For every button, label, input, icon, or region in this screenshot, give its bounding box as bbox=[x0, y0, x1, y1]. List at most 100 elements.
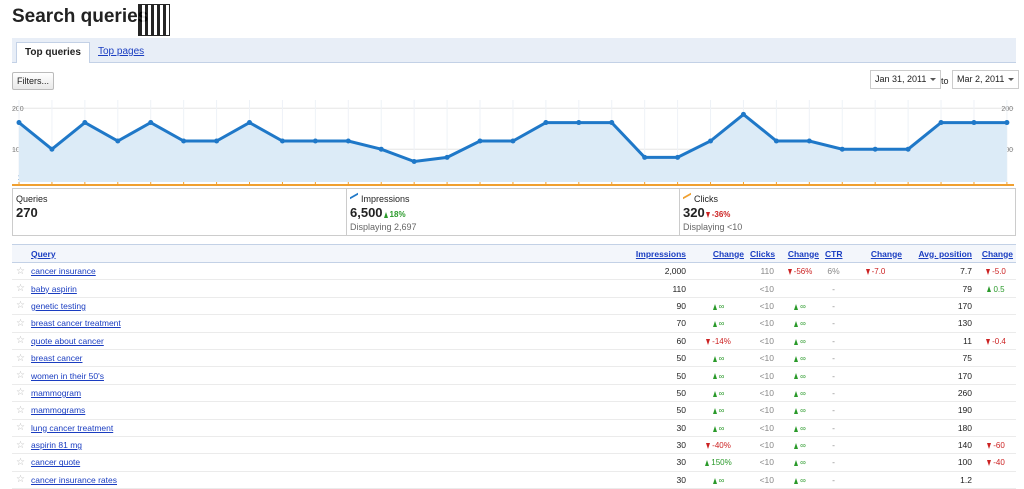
arrow-icon bbox=[987, 442, 992, 449]
table-cell: <10 bbox=[747, 314, 777, 333]
change-value: ∞ bbox=[800, 406, 806, 416]
table-cell bbox=[975, 297, 1016, 316]
query-link[interactable]: breast cancer bbox=[28, 349, 612, 368]
change-value: -7.0 bbox=[871, 267, 886, 277]
summary-label: Queries bbox=[16, 194, 48, 204]
star-icon[interactable]: ☆ bbox=[16, 335, 25, 347]
change-value: -14% bbox=[712, 336, 731, 346]
point bbox=[938, 120, 944, 126]
star-icon[interactable]: ☆ bbox=[16, 352, 25, 364]
table-cell bbox=[845, 297, 905, 316]
arrow-icon bbox=[383, 211, 388, 218]
table-cell bbox=[845, 419, 905, 437]
table-cell: <10 bbox=[747, 366, 777, 385]
table-cell bbox=[975, 401, 1016, 420]
star-icon[interactable]: ☆ bbox=[16, 300, 25, 312]
star-icon[interactable]: ☆ bbox=[16, 439, 25, 451]
end-date[interactable]: Mar 2, 2011 bbox=[952, 70, 1020, 89]
change: ∞ bbox=[712, 389, 724, 398]
table-cell: ∞ bbox=[777, 401, 822, 420]
column-header[interactable]: Change bbox=[975, 244, 1016, 263]
table-cell: 11 bbox=[905, 332, 975, 350]
point bbox=[1004, 120, 1010, 126]
query-link[interactable]: genetic testing bbox=[28, 297, 612, 316]
tab[interactable]: Top pages bbox=[98, 46, 145, 57]
star-icon[interactable]: ☆ bbox=[16, 404, 25, 416]
table-row: ☆ aspirin 81 mg 30 -40% <10 ∞ - 140 -60 bbox=[12, 436, 1016, 455]
star-icon[interactable]: ☆ bbox=[16, 317, 25, 329]
table-cell bbox=[689, 279, 747, 298]
query-link[interactable]: lung cancer treatment bbox=[28, 419, 612, 437]
column-header[interactable]: Change bbox=[689, 244, 747, 263]
query-link[interactable]: aspirin 81 mg bbox=[28, 436, 612, 455]
change: 150% bbox=[704, 458, 732, 467]
point bbox=[279, 138, 285, 144]
query-link[interactable]: cancer quote bbox=[28, 453, 612, 472]
table-cell: ∞ bbox=[777, 297, 822, 316]
table-cell: 100 bbox=[905, 453, 975, 472]
query-link[interactable]: cancer insurance bbox=[28, 262, 612, 281]
summary-label: Clicks bbox=[694, 194, 718, 204]
table-cell bbox=[689, 262, 747, 281]
column-header[interactable]: Change bbox=[845, 244, 905, 263]
star-icon[interactable]: ☆ bbox=[16, 387, 25, 399]
start-date[interactable]: Jan 31, 2011 bbox=[870, 70, 942, 89]
point bbox=[411, 159, 417, 164]
chart: 1001002002001/31/112/1/112/2/112/3/112/4… bbox=[12, 100, 1014, 186]
change: -40 bbox=[986, 458, 1005, 467]
point bbox=[247, 120, 253, 126]
filters-button[interactable]: Filters... bbox=[12, 72, 55, 90]
query-link[interactable]: quote about cancer bbox=[28, 332, 612, 350]
column-header[interactable]: Clicks bbox=[747, 244, 777, 263]
arrow-icon bbox=[794, 321, 799, 328]
table-row: ☆ cancer quote 30 150% <10 ∞ - 100 -40 bbox=[12, 453, 1016, 472]
arrow-icon bbox=[712, 303, 717, 310]
table-cell: 50 bbox=[612, 384, 689, 403]
table-cell: ∞ bbox=[689, 419, 747, 437]
tab[interactable]: Top queries bbox=[16, 42, 90, 63]
change: ∞ bbox=[712, 354, 724, 363]
table-cell bbox=[845, 366, 905, 385]
star-icon[interactable]: ☆ bbox=[16, 265, 25, 277]
table-cell: <10 bbox=[747, 401, 777, 420]
query-link[interactable]: baby aspirin bbox=[28, 279, 612, 298]
change-value: -60 bbox=[993, 441, 1005, 451]
table-cell: 6% bbox=[822, 262, 845, 281]
query-link[interactable]: mammograms bbox=[28, 401, 612, 420]
change: ∞ bbox=[793, 441, 806, 450]
summary-note: Displaying <10 bbox=[683, 222, 743, 232]
table-cell: -7.0 bbox=[845, 262, 905, 281]
table-row: ☆ baby aspirin 110 <10 - 79 0.5 bbox=[12, 279, 1016, 298]
table-row: ☆ quote about cancer 60 -14% <10 ∞ - 11 -0.4 bbox=[12, 332, 1016, 350]
change: -36% bbox=[705, 210, 731, 219]
table-cell bbox=[975, 384, 1016, 403]
star-cell: ☆ bbox=[12, 262, 28, 281]
arrow-icon bbox=[986, 269, 991, 276]
qr-code bbox=[138, 4, 170, 36]
column-header[interactable]: Impressions bbox=[612, 244, 689, 263]
point bbox=[49, 146, 55, 152]
star-icon[interactable]: ☆ bbox=[16, 422, 25, 434]
change-value: -36% bbox=[711, 210, 731, 219]
star-icon[interactable]: ☆ bbox=[16, 370, 25, 382]
arrow-icon bbox=[794, 460, 799, 467]
star-icon[interactable]: ☆ bbox=[16, 456, 25, 468]
arrow-icon bbox=[787, 269, 792, 276]
table-cell: - bbox=[822, 332, 845, 350]
query-link[interactable]: breast cancer treatment bbox=[28, 314, 612, 333]
star-icon[interactable]: ☆ bbox=[16, 283, 25, 295]
column-header[interactable]: Query bbox=[28, 244, 612, 263]
table-cell: 30 bbox=[612, 453, 689, 472]
column-header[interactable]: Avg. position bbox=[905, 244, 975, 263]
table-cell: ∞ bbox=[777, 419, 822, 437]
star-icon[interactable]: ☆ bbox=[16, 474, 25, 486]
table-cell: ∞ bbox=[689, 349, 747, 368]
change-value: ∞ bbox=[800, 301, 806, 311]
column-header[interactable]: Change bbox=[777, 244, 822, 263]
change-value: -0.4 bbox=[992, 336, 1006, 346]
column-header[interactable]: CTR bbox=[822, 244, 845, 263]
table-cell bbox=[975, 419, 1016, 437]
table-cell: ∞ bbox=[777, 332, 822, 350]
query-link[interactable]: women in their 50's bbox=[28, 366, 612, 385]
query-link[interactable]: mammogram bbox=[28, 384, 612, 403]
